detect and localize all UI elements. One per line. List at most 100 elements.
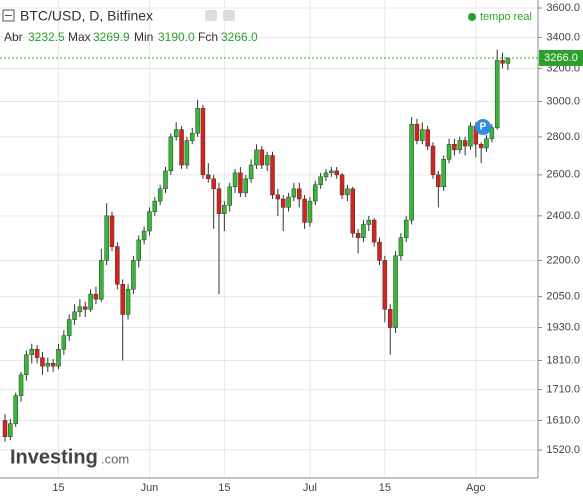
candle-body	[104, 215, 109, 261]
x-tick-label: 15	[218, 482, 230, 494]
candle-body	[425, 129, 430, 147]
candle-body	[83, 306, 88, 310]
candle-body	[307, 200, 313, 223]
y-tick-label: 1710.0	[546, 383, 580, 395]
candle-body	[136, 239, 141, 261]
candle-body	[211, 178, 216, 190]
candle-body	[441, 159, 446, 188]
header-label: Max	[68, 30, 91, 44]
candle-body	[404, 219, 409, 238]
candle-body	[446, 143, 452, 160]
candle-body	[334, 170, 339, 176]
settings-icon[interactable]	[223, 10, 235, 21]
camera-icon[interactable]	[205, 10, 217, 21]
candle-body	[414, 123, 420, 141]
header-value: 3232.5	[28, 30, 65, 44]
candle-body	[313, 184, 318, 202]
y-tick-label: 2600.0	[546, 169, 580, 181]
y-tick-label: 3400.0	[546, 31, 580, 43]
candle-body	[45, 363, 51, 367]
candle-body	[489, 127, 495, 139]
candle-body	[99, 260, 104, 300]
candle-body	[13, 395, 18, 424]
candle-body	[484, 138, 489, 149]
candle-body	[195, 108, 200, 134]
candle-body	[50, 363, 56, 367]
logo-brand: Investing	[10, 446, 98, 468]
candle-body	[206, 174, 211, 180]
candle-body	[222, 205, 227, 214]
candle-body	[40, 357, 45, 367]
candle-body	[18, 374, 24, 396]
candle-body	[131, 260, 136, 290]
candle-body	[109, 215, 115, 247]
candle-body	[8, 423, 13, 437]
candle-body	[500, 60, 505, 64]
candle-body	[297, 188, 302, 200]
candle-body	[2, 420, 8, 437]
candle-body	[29, 348, 34, 356]
candle-body	[179, 129, 184, 166]
x-tick-label: 15	[379, 482, 391, 494]
chart-title: BTC/USD, D, Bitfinex	[20, 8, 153, 24]
x-tick-label: Jun	[141, 482, 159, 494]
y-tick-label: 2800.0	[546, 131, 580, 143]
candle-body	[77, 306, 83, 313]
candle-body	[264, 155, 270, 166]
header-value: 3190.0	[158, 30, 195, 44]
x-tick-label: Jul	[303, 482, 317, 494]
header-value: 3266.0	[221, 30, 258, 44]
menu-icon[interactable]	[2, 9, 15, 22]
x-tick-label: Ago	[466, 482, 486, 494]
y-tick-label: 1520.0	[546, 444, 580, 456]
candle-body	[61, 335, 67, 350]
candle-body	[361, 224, 366, 238]
x-tick-label: 15	[52, 482, 64, 494]
candle-body	[468, 125, 473, 147]
y-tick-label: 2400.0	[546, 210, 580, 222]
candle-body	[24, 354, 29, 376]
candle-body	[318, 176, 323, 186]
candle-body	[125, 288, 131, 315]
candle-body	[302, 198, 307, 223]
header-label: Abr	[4, 30, 23, 44]
y-tick-label: 3000.0	[546, 95, 580, 107]
candle-body	[120, 284, 125, 315]
candle-body	[163, 170, 168, 190]
event-marker[interactable]	[475, 119, 491, 135]
y-tick-label: 3600.0	[546, 2, 580, 14]
logo-suffix: .com	[101, 451, 129, 466]
candle-body	[66, 319, 72, 336]
candle-body	[457, 140, 462, 151]
y-tick-label: 2200.0	[546, 254, 580, 266]
candle-body	[190, 132, 195, 141]
status-dot	[468, 13, 476, 21]
status-text: tempo real	[480, 11, 532, 23]
candle-body	[350, 188, 355, 234]
candle-body	[291, 188, 297, 198]
candle-body	[184, 140, 190, 166]
candle-body	[152, 200, 158, 212]
last-price-label: 3266.0	[544, 52, 578, 64]
candle-body	[393, 255, 398, 328]
candle-body	[323, 172, 329, 178]
candle-body	[173, 129, 179, 138]
y-tick-label: 1610.0	[546, 414, 580, 426]
candle-body	[243, 178, 248, 194]
header-label: Fch	[198, 30, 218, 44]
candle-body	[382, 260, 388, 310]
candle-body	[409, 123, 414, 221]
candle-body	[168, 136, 174, 172]
candle-body	[462, 140, 468, 147]
candle-body	[371, 219, 377, 243]
y-tick-label: 1930.0	[546, 321, 580, 333]
candle-body	[280, 198, 286, 208]
candle-body	[216, 188, 222, 214]
candle-body	[275, 194, 281, 200]
candle-body	[420, 129, 425, 141]
candle-body	[259, 149, 265, 166]
y-tick-label: 1810.0	[546, 354, 580, 366]
candle-body	[147, 211, 152, 232]
candle-body	[398, 237, 404, 257]
candle-body	[227, 186, 232, 206]
